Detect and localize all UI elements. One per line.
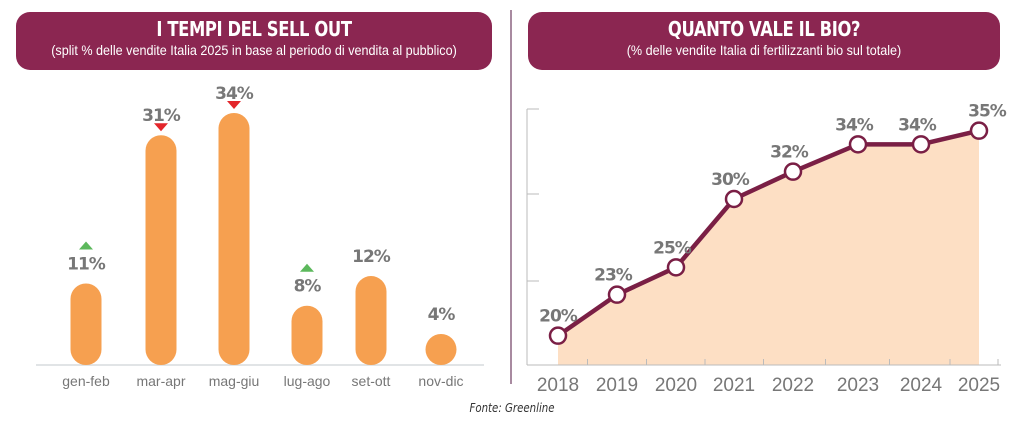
x-tick-label: 2020 (655, 375, 697, 396)
bar-value-label: 8% (294, 277, 322, 297)
bar-value-label: 34% (215, 84, 254, 104)
trend-up-icon (79, 241, 93, 250)
data-point-2023 (848, 135, 868, 154)
data-point-2019 (607, 285, 627, 304)
bar-chart-header: I TEMPI DEL SELL OUT (split % delle vend… (16, 12, 492, 70)
source-note: Fonte: Greenline (469, 401, 555, 415)
data-point-2018 (548, 326, 568, 345)
bar-lug-ago (291, 305, 323, 365)
bar-value-label: 31% (142, 106, 181, 126)
series-line (556, 128, 980, 338)
x-tick-label: 2019 (596, 375, 638, 396)
x-tick-label: set-ott (352, 373, 391, 389)
line-chart-header: QUANTO VALE IL BIO? (% delle vendite Ita… (528, 12, 1000, 70)
bar-mag-giu (218, 113, 250, 365)
data-point-2021 (724, 189, 744, 209)
bar-value-label: 12% (352, 247, 391, 267)
point-value-label: 35% (968, 102, 1007, 122)
trend-up-icon (300, 263, 314, 272)
point-value-label: 34% (835, 115, 874, 135)
x-tick-label: 2023 (837, 375, 879, 396)
bar-chart-subtitle: (split % delle vendite Italia 2025 in ba… (51, 42, 457, 58)
trend-down-icon (154, 123, 168, 132)
x-tick-label: 2021 (713, 375, 755, 396)
bar-value-label: 11% (67, 254, 106, 274)
x-tick-label: 2025 (958, 375, 1000, 396)
point-value-label: 20% (539, 307, 578, 327)
x-tick-label: mar-apr (136, 373, 185, 389)
point-value-label: 34% (898, 115, 937, 135)
area-fill (558, 130, 979, 365)
x-tick-label: mag-giu (209, 373, 260, 389)
bar-nov-dic (425, 334, 457, 365)
x-tick-label: lug-ago (284, 373, 331, 389)
x-tick-label: nov-dic (418, 373, 463, 389)
x-tick-label: 2018 (537, 375, 579, 396)
x-tick-label: 2022 (772, 375, 814, 396)
bar-set-ott (355, 276, 387, 365)
line-chart-title: QUANTO VALE IL BIO? (667, 17, 861, 41)
point-value-label: 23% (594, 266, 633, 286)
x-tick-label: 2024 (900, 375, 943, 396)
point-value-label: 30% (711, 170, 750, 190)
data-point-2025 (969, 121, 989, 140)
bar-mar-apr (145, 135, 177, 365)
bar-gen-feb (70, 283, 102, 365)
panel-divider (510, 10, 512, 384)
data-point-2020 (666, 258, 686, 277)
line-chart-subtitle: (% delle vendite Italia di fertilizzanti… (626, 42, 902, 58)
trend-down-icon (227, 101, 241, 109)
bar-value-label: 4% (428, 305, 456, 325)
x-tick-label: gen-feb (62, 373, 110, 389)
point-value-label: 32% (770, 143, 809, 163)
point-value-label: 25% (653, 238, 692, 258)
bar-chart-title: I TEMPI DEL SELL OUT (156, 17, 352, 41)
data-point-2022 (783, 162, 803, 181)
data-point-2024 (911, 135, 931, 154)
